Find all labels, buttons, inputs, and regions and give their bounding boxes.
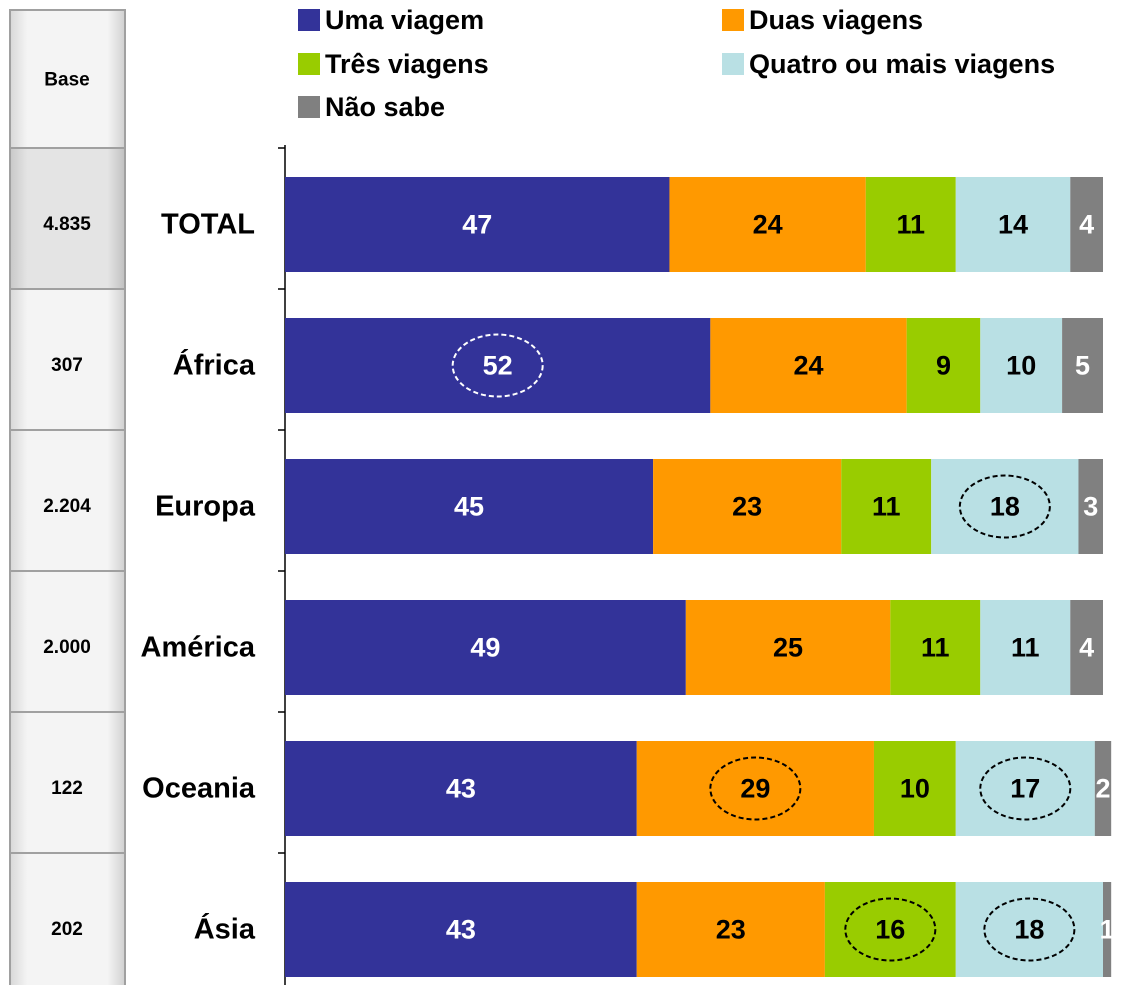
value-label: 9 <box>936 351 951 381</box>
bar-segment <box>980 600 1071 695</box>
value-label: 5 <box>1075 351 1090 381</box>
value-label: 18 <box>1014 915 1044 945</box>
value-label: 24 <box>753 210 783 240</box>
base-cell <box>9 711 126 854</box>
value-label: 17 <box>1010 774 1040 804</box>
value-label: 49 <box>470 633 500 663</box>
category-label: Oceania <box>142 773 256 805</box>
bar-segment <box>1103 882 1112 977</box>
value-label: 25 <box>773 633 803 663</box>
legend-label: Duas viagens <box>749 5 923 35</box>
legend-label: Três viagens <box>325 49 489 79</box>
base-cell <box>9 429 126 572</box>
value-label: 10 <box>1006 351 1036 381</box>
bar-segment <box>685 600 891 695</box>
value-label: 43 <box>446 915 476 945</box>
base-cell <box>9 147 126 290</box>
bar-segment <box>906 318 981 413</box>
value-label: 18 <box>990 492 1020 522</box>
bar-segment <box>890 600 981 695</box>
highlight-circle <box>958 474 1051 539</box>
base-value: 202 <box>51 919 83 940</box>
bar-segment <box>841 459 932 554</box>
category-label: Ásia <box>194 912 256 946</box>
base-value: 4.835 <box>43 214 91 235</box>
value-label: 11 <box>1011 633 1040 663</box>
legend-label: Não sabe <box>325 92 445 122</box>
category-label: África <box>173 348 256 382</box>
bar-segment <box>653 459 842 554</box>
value-label: 23 <box>732 492 762 522</box>
value-label: 11 <box>896 210 925 240</box>
base-value: 2.204 <box>43 496 91 517</box>
bar-segment <box>669 177 866 272</box>
bar-segment <box>873 741 956 836</box>
value-label: 29 <box>740 774 770 804</box>
value-label: 11 <box>872 492 901 522</box>
bar-segment <box>865 177 956 272</box>
value-label: 10 <box>900 774 930 804</box>
base-header-cell <box>9 9 126 149</box>
value-label: 23 <box>716 915 746 945</box>
legend-swatch <box>722 9 744 31</box>
highlight-circle <box>979 756 1072 821</box>
value-label: 1 <box>1100 915 1115 945</box>
value-label: 4 <box>1079 210 1094 240</box>
bar-segment <box>285 882 637 977</box>
base-cell <box>9 852 126 985</box>
bar-segment <box>980 318 1063 413</box>
highlight-circle <box>709 756 802 821</box>
bar-segment <box>1070 600 1103 695</box>
category-label: América <box>141 632 256 664</box>
legend-label: Uma viagem <box>325 5 484 35</box>
value-label: 11 <box>921 633 950 663</box>
base-value: 122 <box>51 778 83 799</box>
highlight-circle <box>983 897 1076 962</box>
legend-swatch <box>298 96 320 118</box>
bar-segment <box>955 177 1071 272</box>
value-label: 45 <box>454 492 484 522</box>
base-value: 2.000 <box>43 637 91 658</box>
highlight-circle <box>451 333 544 398</box>
legend-label: Quatro ou mais viagens <box>749 49 1055 79</box>
base-value: 307 <box>51 355 83 376</box>
bar-segment <box>285 600 686 695</box>
category-label: TOTAL <box>161 209 255 241</box>
value-label: 14 <box>998 210 1028 240</box>
value-label: 24 <box>793 351 823 381</box>
bar-segment <box>285 459 654 554</box>
bar-segment <box>1062 318 1103 413</box>
value-label: 43 <box>446 774 476 804</box>
value-label: 47 <box>462 210 492 240</box>
legend-swatch <box>722 53 744 75</box>
bar-segment <box>1070 177 1103 272</box>
legend-swatch <box>298 9 320 31</box>
bar-segment <box>636 882 825 977</box>
category-label: Europa <box>155 491 256 523</box>
highlight-circle <box>844 897 937 962</box>
base-header: Base <box>44 70 89 91</box>
value-label: 3 <box>1083 492 1098 522</box>
bar-segment <box>710 318 907 413</box>
legend-swatch <box>298 53 320 75</box>
bar-segment <box>1078 459 1103 554</box>
base-cell <box>9 288 126 431</box>
value-label: 16 <box>875 915 905 945</box>
value-label: 52 <box>483 351 513 381</box>
value-label: 4 <box>1079 633 1094 663</box>
value-label: 2 <box>1095 774 1110 804</box>
bar-segment <box>1094 741 1112 836</box>
bar-segment <box>285 177 670 272</box>
bar-segment <box>285 741 637 836</box>
